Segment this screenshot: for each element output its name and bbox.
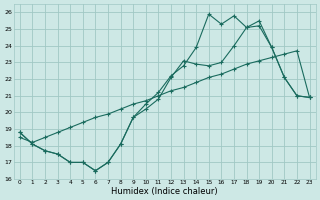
X-axis label: Humidex (Indice chaleur): Humidex (Indice chaleur) xyxy=(111,187,218,196)
